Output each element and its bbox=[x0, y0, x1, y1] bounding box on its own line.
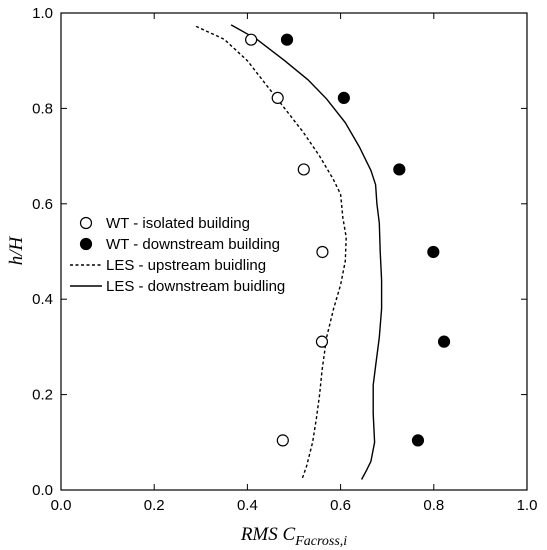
filled-marker bbox=[411, 434, 425, 447]
legend-label: LES - downstream buidling bbox=[106, 278, 285, 295]
plot-area bbox=[60, 12, 528, 491]
y-tick-label: 1.0 bbox=[32, 5, 53, 22]
legend-label: WT - isolated building bbox=[106, 215, 250, 232]
x-axis-title: RMS CFacross,i bbox=[240, 524, 347, 549]
filled-marker bbox=[280, 33, 294, 46]
open-marker bbox=[276, 434, 289, 447]
legend-label: LES - upstream buidling bbox=[106, 257, 266, 274]
legend-label: WT - downstream building bbox=[106, 236, 280, 253]
filled-marker bbox=[427, 245, 440, 259]
y-tick-label: 0.8 bbox=[32, 100, 53, 117]
y-tick-label: 0.2 bbox=[32, 387, 53, 404]
open-marker bbox=[297, 163, 310, 176]
x-tick-label: 0.4 bbox=[237, 497, 258, 514]
open-marker bbox=[316, 245, 329, 259]
tick-group: 0.0 0.2 0.4 0.6 0.8 1.0 0.0 0.2 0.4 0.6 0.8 1.0 bbox=[32, 5, 537, 514]
series-layer bbox=[195, 24, 451, 480]
filled-marker bbox=[393, 163, 406, 176]
y-tick-label: 0.4 bbox=[32, 291, 53, 308]
y-axis-title: h/H bbox=[6, 235, 27, 265]
x-tick-label: 0.6 bbox=[330, 497, 351, 514]
legend-marker bbox=[79, 216, 93, 230]
x-axis-title-main: RMS C bbox=[240, 524, 296, 545]
y-tick-label: 0.0 bbox=[32, 482, 53, 499]
y-tick-label: 0.6 bbox=[32, 196, 53, 213]
filled-marker bbox=[337, 91, 350, 105]
legend-marker bbox=[79, 237, 93, 251]
x-tick-label: 0.8 bbox=[423, 497, 444, 514]
open-marker bbox=[245, 33, 258, 46]
x-axis-title-subscript: Facross,i bbox=[294, 534, 347, 549]
open-marker bbox=[271, 91, 284, 105]
series-line bbox=[230, 24, 383, 480]
x-tick-label: 1.0 bbox=[517, 497, 538, 514]
open-marker bbox=[315, 335, 329, 348]
legend: WT - isolated building WT - downstream bu… bbox=[70, 215, 285, 295]
filled-marker bbox=[437, 335, 451, 348]
x-tick-label: 0.2 bbox=[144, 497, 165, 514]
x-tick-label: 0.0 bbox=[51, 497, 72, 514]
